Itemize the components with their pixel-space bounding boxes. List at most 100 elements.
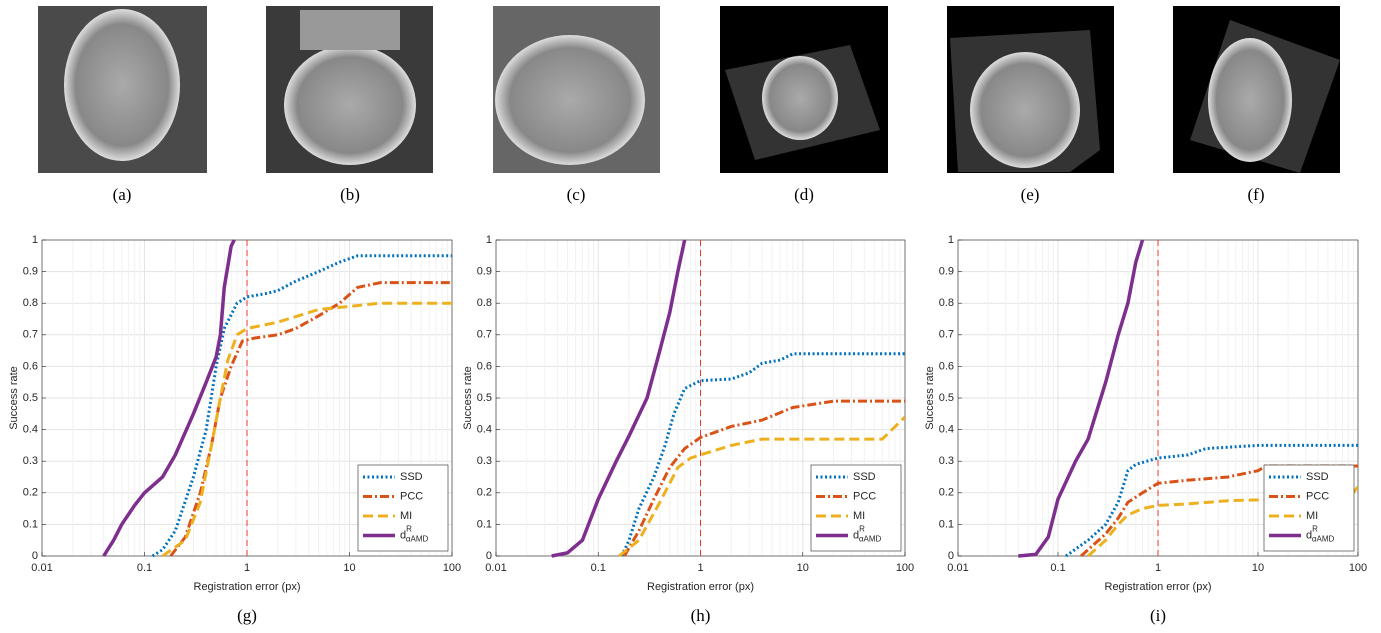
series-line xyxy=(1080,464,1358,558)
x-tick-label: 10 xyxy=(1252,562,1264,574)
x-tick-label: 1 xyxy=(697,562,703,574)
series-line xyxy=(161,301,452,558)
legend-name: MI xyxy=(853,510,865,522)
legend-label: dR αAMD xyxy=(1306,525,1335,544)
y-tick-label: 0.6 xyxy=(939,360,954,372)
legend-subscript: αAMD xyxy=(859,535,882,544)
series-line xyxy=(1065,443,1358,558)
image-label: (e) xyxy=(1021,185,1040,204)
image-c xyxy=(493,6,660,173)
legend-label: PCC xyxy=(400,490,423,502)
y-tick-label: 1 xyxy=(486,234,492,246)
legend-name: SSD xyxy=(1306,471,1329,483)
series-line xyxy=(618,415,905,558)
y-tick-label: 0 xyxy=(486,550,492,562)
y-tick-label: 0.9 xyxy=(23,266,38,278)
x-tick-label: 1 xyxy=(244,562,250,574)
image-f xyxy=(1173,6,1340,173)
y-tick-label: 0 xyxy=(948,550,954,562)
y-axis-label: Success rate xyxy=(8,366,20,430)
panel-label: (i) xyxy=(1150,606,1166,625)
y-tick-label: 0.6 xyxy=(23,360,38,372)
legend-name: MI xyxy=(1306,510,1318,522)
x-axis-label: Registration error (px) xyxy=(647,581,754,593)
series-line xyxy=(623,399,905,557)
y-axis-label: Success rate xyxy=(462,366,474,430)
x-tick-label: 0.01 xyxy=(485,562,506,574)
y-tick-label: 0.7 xyxy=(939,329,954,341)
y-tick-label: 0.1 xyxy=(939,518,954,530)
y-tick-label: 0.8 xyxy=(23,297,38,309)
y-tick-label: 1 xyxy=(32,234,38,246)
legend-name: PCC xyxy=(1306,490,1329,502)
x-tick-label: 100 xyxy=(1349,562,1367,574)
y-tick-label: 0.5 xyxy=(939,392,954,404)
legend-label: PCC xyxy=(1306,490,1329,502)
legend-name: PCC xyxy=(400,490,423,502)
y-tick-label: 0.4 xyxy=(939,424,954,436)
y-tick-label: 0.5 xyxy=(23,392,38,404)
y-tick-label: 1 xyxy=(948,234,954,246)
legend-label: dR αAMD xyxy=(853,525,882,544)
y-tick-label: 0.1 xyxy=(477,518,492,530)
legend-name: d xyxy=(1306,529,1312,541)
legend-superscript: R xyxy=(859,525,865,534)
image-a xyxy=(38,6,207,173)
y-tick-label: 0.2 xyxy=(477,487,492,499)
image-d xyxy=(720,6,888,173)
legend-name: PCC xyxy=(853,490,876,502)
legend-label: MI xyxy=(853,510,865,522)
legend-name: SSD xyxy=(853,471,876,483)
x-tick-label: 0.01 xyxy=(947,562,968,574)
series-line xyxy=(102,239,236,557)
y-tick-label: 0.3 xyxy=(23,455,38,467)
series-line xyxy=(1087,485,1358,558)
legend-label: MI xyxy=(400,510,412,522)
legend-name: d xyxy=(853,529,859,541)
y-tick-label: 0.4 xyxy=(23,424,38,436)
y-tick-label: 0.7 xyxy=(477,329,492,341)
legend-subscript: αAMD xyxy=(1312,535,1335,544)
y-tick-label: 0.8 xyxy=(939,297,954,309)
x-tick-label: 10 xyxy=(343,562,355,574)
image-label: (b) xyxy=(340,185,360,204)
series-line xyxy=(551,239,687,558)
legend-label: MI xyxy=(1306,510,1318,522)
y-tick-label: 0.4 xyxy=(477,424,492,436)
x-tick-label: 1 xyxy=(1155,562,1161,574)
legend-label: dR αAMD xyxy=(400,525,429,544)
y-tick-label: 0.3 xyxy=(477,455,492,467)
x-tick-label: 100 xyxy=(896,562,914,574)
legend-label: PCC xyxy=(853,490,876,502)
legend-name: d xyxy=(400,529,406,541)
x-axis-label: Registration error (px) xyxy=(1105,581,1212,593)
legend-superscript: R xyxy=(1312,525,1318,534)
x-tick-label: 0.1 xyxy=(1050,562,1065,574)
x-tick-label: 100 xyxy=(443,562,461,574)
x-axis-label: Registration error (px) xyxy=(194,581,301,593)
series-line xyxy=(1018,239,1145,558)
legend-superscript: R xyxy=(406,525,412,534)
panel-label: (h) xyxy=(691,606,711,625)
y-tick-label: 0 xyxy=(32,550,38,562)
y-tick-label: 0.8 xyxy=(477,297,492,309)
x-tick-label: 0.01 xyxy=(31,562,52,574)
y-tick-label: 0.2 xyxy=(23,487,38,499)
image-label: (d) xyxy=(794,185,814,204)
y-tick-label: 0.1 xyxy=(23,518,38,530)
y-axis-label: Success rate xyxy=(924,366,936,430)
legend-label: SSD xyxy=(853,471,876,483)
y-tick-label: 0.9 xyxy=(477,266,492,278)
legend-name: MI xyxy=(400,510,412,522)
y-tick-label: 0.5 xyxy=(477,392,492,404)
y-tick-label: 0.9 xyxy=(939,266,954,278)
image-b xyxy=(266,6,433,173)
x-tick-label: 10 xyxy=(797,562,809,574)
x-tick-label: 0.1 xyxy=(137,562,152,574)
image-label: (c) xyxy=(567,185,586,204)
y-tick-label: 0.7 xyxy=(23,329,38,341)
panel-label: (g) xyxy=(237,606,257,625)
x-tick-label: 0.1 xyxy=(591,562,606,574)
y-tick-label: 0.6 xyxy=(477,360,492,372)
